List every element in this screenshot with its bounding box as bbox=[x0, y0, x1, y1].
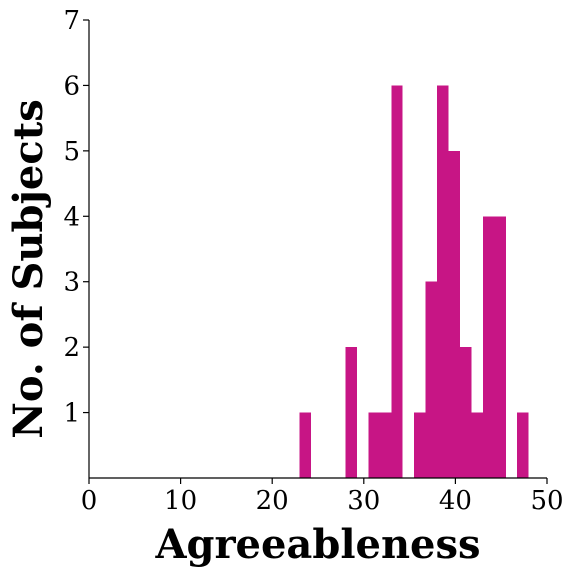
histogram-bar-9 bbox=[459, 347, 472, 478]
y-tick-label: 4 bbox=[63, 202, 80, 232]
x-tick-label: 10 bbox=[164, 486, 197, 516]
x-tick-label: 40 bbox=[439, 486, 472, 516]
y-tick-label: 1 bbox=[63, 399, 80, 429]
y-tick-label: 3 bbox=[63, 268, 80, 298]
x-tick-label: 30 bbox=[347, 486, 380, 516]
y-tick-label: 7 bbox=[63, 6, 80, 36]
histogram-bar-11 bbox=[482, 216, 495, 479]
histogram-bar-0 bbox=[299, 412, 312, 478]
x-ticks-layer: 0 10 20 30 40 50 bbox=[81, 478, 564, 516]
histogram-bar-7 bbox=[437, 85, 449, 478]
x-tick-label: 0 bbox=[81, 486, 98, 516]
histogram-bar-8 bbox=[448, 150, 460, 478]
histogram-bar-3 bbox=[379, 412, 392, 478]
histogram-bar-13 bbox=[517, 412, 529, 478]
histogram-bar-10 bbox=[471, 412, 483, 478]
y-tick-label: 2 bbox=[63, 333, 80, 363]
y-tick-label: 6 bbox=[63, 71, 80, 101]
y-tick-label: 5 bbox=[63, 137, 80, 167]
histogram-bar-6 bbox=[425, 281, 438, 478]
histogram-bar-12 bbox=[494, 216, 506, 479]
y-ticks-layer: 1 2 3 4 5 6 7 bbox=[63, 6, 89, 429]
histogram-bar-4 bbox=[391, 85, 403, 478]
bars-layer bbox=[299, 85, 529, 479]
histogram-bar-1 bbox=[345, 347, 357, 478]
y-axis-title: No. of Subjects bbox=[5, 99, 52, 438]
histogram-bar-2 bbox=[368, 412, 380, 478]
x-tick-label: 50 bbox=[530, 486, 563, 516]
histogram-bar-5 bbox=[414, 412, 426, 478]
x-axis-title: Agreeableness bbox=[154, 521, 480, 568]
x-tick-label: 20 bbox=[256, 486, 289, 516]
